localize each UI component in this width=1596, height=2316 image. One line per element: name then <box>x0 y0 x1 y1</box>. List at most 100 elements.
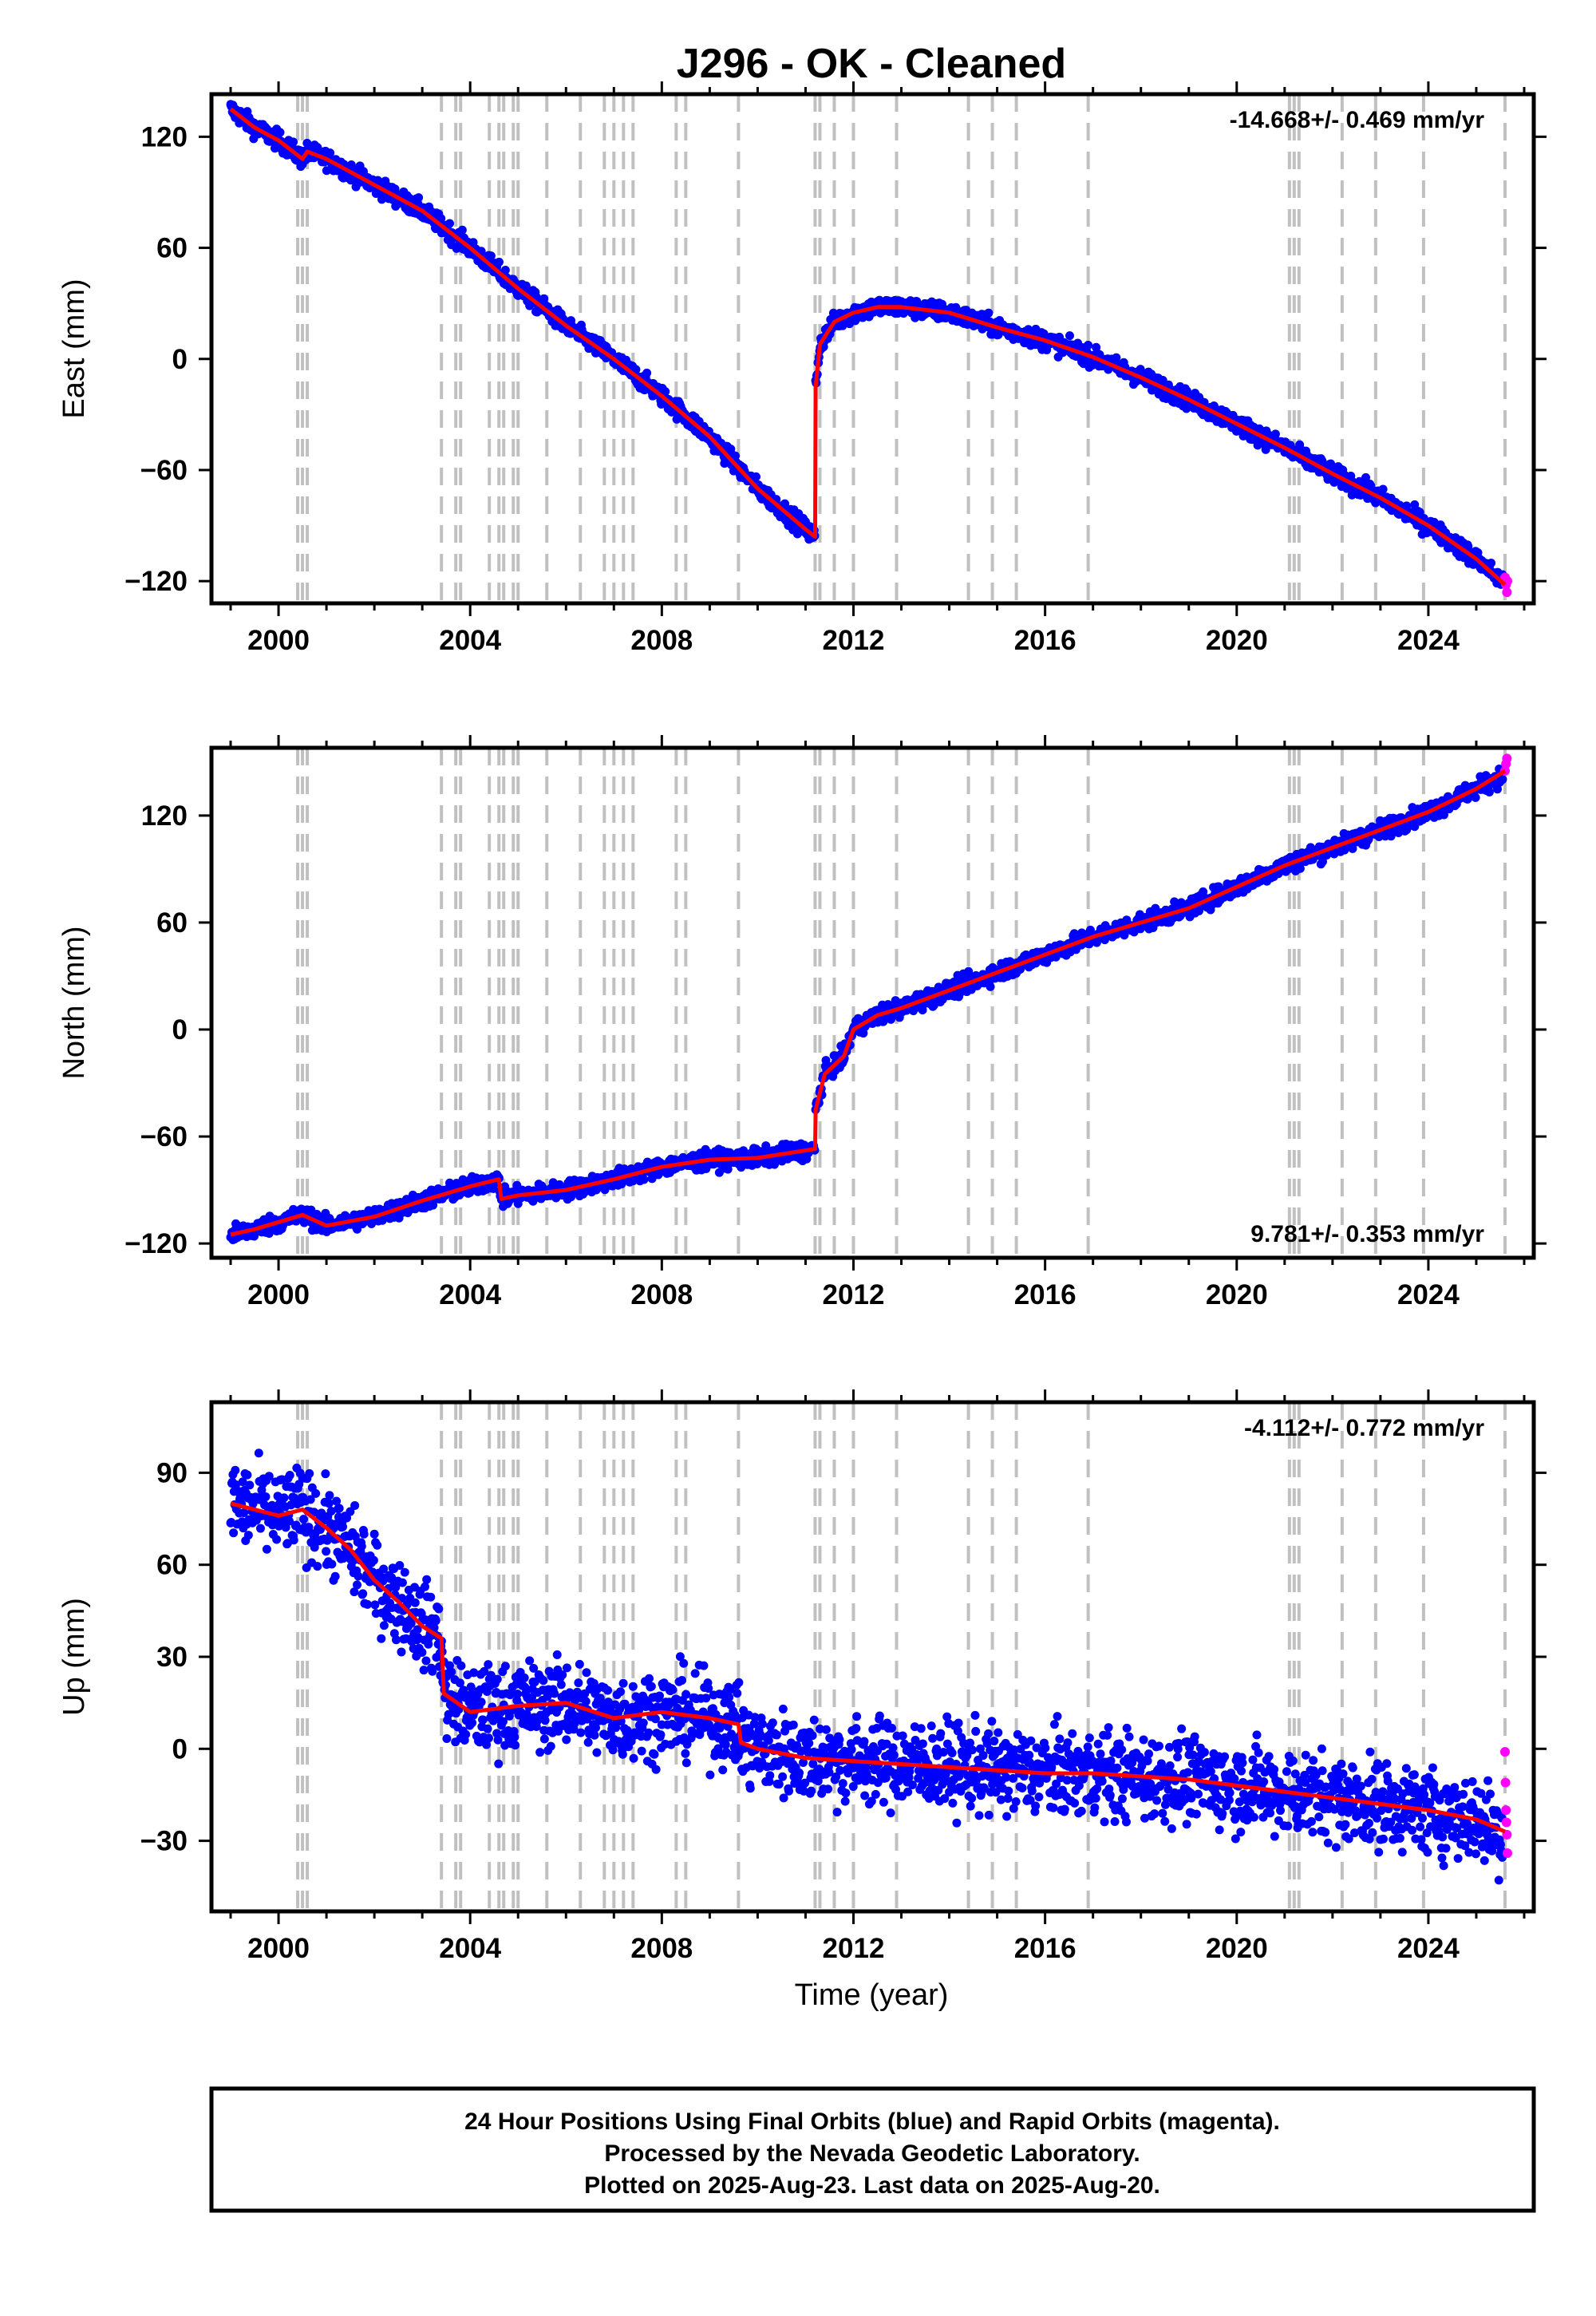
east-y-tick-label: 0 <box>172 344 188 375</box>
north-final-orbits-point <box>1439 810 1448 820</box>
up-final-orbits-point <box>334 1504 344 1513</box>
up-final-orbits-point <box>369 1529 379 1539</box>
north-final-orbits-point <box>1471 792 1480 802</box>
up-final-orbits-point <box>330 1571 340 1581</box>
up-final-orbits-point <box>239 1508 249 1518</box>
north-y-tick-label: −120 <box>124 1228 188 1259</box>
up-final-orbits-point <box>261 1492 271 1501</box>
east-y-tick-label: −120 <box>124 566 188 597</box>
north-y-tick-label: −60 <box>140 1121 188 1152</box>
north-rate-label: 9.781+/- 0.353 mm/yr <box>1250 1221 1484 1247</box>
panels-group: 2000 2004 2008 2012 2016 2020 2024 120 60 0 −60 −12… <box>57 81 1547 1964</box>
up-final-orbits-point <box>322 1547 331 1556</box>
up-final-orbits-point <box>321 1469 330 1479</box>
up-final-orbits-point <box>262 1544 271 1554</box>
up-final-orbits-point <box>377 1634 386 1643</box>
north-x-tick-label: 2008 <box>630 1279 693 1310</box>
north-final-orbits-point <box>250 1231 259 1241</box>
east-frame <box>209 92 1536 606</box>
up-panel: 2000 2004 2008 2012 2016 2020 20249060300−30Up… <box>57 1389 1547 1964</box>
north-x-tick-label: 2020 <box>1206 1279 1268 1310</box>
east-final-orbits-point <box>1366 481 1376 491</box>
up-final-orbits-point <box>306 1495 315 1504</box>
up-final-orbits-point <box>358 1589 368 1599</box>
east-panel: 2000 2004 2008 2012 2016 2020 2024120600−60−12… <box>57 81 1547 656</box>
east-final-orbits-point <box>486 251 496 261</box>
east-final-orbits-point <box>1270 429 1280 439</box>
north-final-orbits-point <box>1498 775 1507 785</box>
north-final-orbits-point <box>1295 864 1305 873</box>
up-final-orbits-point <box>350 1500 360 1510</box>
east-final-orbits-point <box>1084 340 1093 350</box>
east-final-orbits-point <box>631 365 641 374</box>
east-y-tick-label: 120 <box>141 121 188 152</box>
east-x-tick-label: 2020 <box>1206 625 1268 656</box>
up-final-orbits-point <box>245 1480 255 1490</box>
east-rapid-orbits-point <box>1502 587 1512 598</box>
east-final-orbits-point <box>1487 559 1496 568</box>
north-final-orbits-point <box>1199 887 1208 896</box>
east-final-orbits-point <box>1402 501 1412 511</box>
east-y-tick-label: −60 <box>140 455 188 486</box>
up-final-orbits-point <box>313 1562 322 1571</box>
north-x-tick-label: 2004 <box>439 1279 501 1310</box>
north-final-orbits-point <box>1484 788 1494 797</box>
north-y-tick-label: 0 <box>172 1014 188 1045</box>
east-x-tick-label: 2008 <box>630 625 693 656</box>
up-final-orbits-point <box>350 1587 359 1597</box>
north-y-tick-label: 60 <box>156 907 188 939</box>
east-final-orbits-point <box>984 308 994 318</box>
east-final-orbits-point <box>457 225 467 235</box>
north-model-line <box>230 769 1507 1237</box>
east-rate-label: -14.668+/- 0.469 mm/yr <box>1230 107 1485 133</box>
north-x-tick-label: 2000 <box>247 1279 310 1310</box>
up-final-orbits-point <box>264 1472 274 1481</box>
east-x-tick-label: 2024 <box>1397 625 1460 656</box>
up-final-orbits-point <box>255 1524 265 1533</box>
east-y-tick-label: 60 <box>156 233 188 264</box>
up-final-orbits-point <box>229 1528 239 1538</box>
east-final-orbits-point <box>494 257 504 267</box>
chart-title: J296 - OK - Cleaned <box>677 41 1066 87</box>
up-final-orbits-point <box>354 1571 363 1581</box>
east-final-orbits-point <box>500 266 510 275</box>
up-final-orbits-point <box>243 1470 252 1480</box>
north-x-tick-label: 2024 <box>1397 1279 1460 1310</box>
north-final-orbits-point <box>647 1174 657 1184</box>
up-final-orbits-point <box>353 1580 362 1590</box>
up-final-orbits-point <box>254 1448 263 1458</box>
up-final-orbits-point <box>379 1621 389 1630</box>
up-final-orbits-point <box>311 1488 321 1498</box>
east-final-orbits-point <box>437 214 446 223</box>
up-final-orbits-point <box>332 1496 342 1506</box>
north-final-orbits-point <box>986 982 995 991</box>
up-final-orbits-point <box>346 1507 355 1516</box>
north-final-orbits-point <box>1195 906 1204 915</box>
up-final-orbits-point <box>373 1540 382 1550</box>
north-x-tick-label: 2016 <box>1014 1279 1077 1310</box>
east-model-line <box>229 107 1507 587</box>
up-final-orbits-point <box>362 1599 372 1609</box>
east-x-tick-label: 2016 <box>1014 625 1077 656</box>
up-final-orbits-point <box>294 1480 304 1489</box>
north-final-orbits-point <box>1492 785 1502 794</box>
up-final-orbits-point <box>238 1477 247 1487</box>
up-final-orbits-point <box>284 1516 294 1526</box>
north-x-tick-label: 2012 <box>823 1279 885 1310</box>
east-y-axis-label: East (mm) <box>57 279 91 418</box>
east-final-orbits-point <box>521 281 531 290</box>
up-final-orbits-point <box>243 1531 253 1540</box>
up-final-orbits-point <box>231 1465 240 1475</box>
up-final-orbits-point <box>324 1499 334 1508</box>
up-final-orbits-point <box>338 1522 347 1531</box>
up-final-orbits-point <box>379 1564 389 1574</box>
up-final-orbits-point <box>305 1468 314 1478</box>
up-final-orbits-point <box>326 1506 336 1516</box>
up-final-orbits-point <box>325 1491 334 1500</box>
up-scatter-points <box>226 1448 1512 1885</box>
up-final-orbits-point <box>370 1600 380 1610</box>
up-final-orbits-point <box>304 1523 314 1532</box>
east-final-orbits-point <box>289 137 298 147</box>
east-final-orbits-point <box>445 219 455 228</box>
